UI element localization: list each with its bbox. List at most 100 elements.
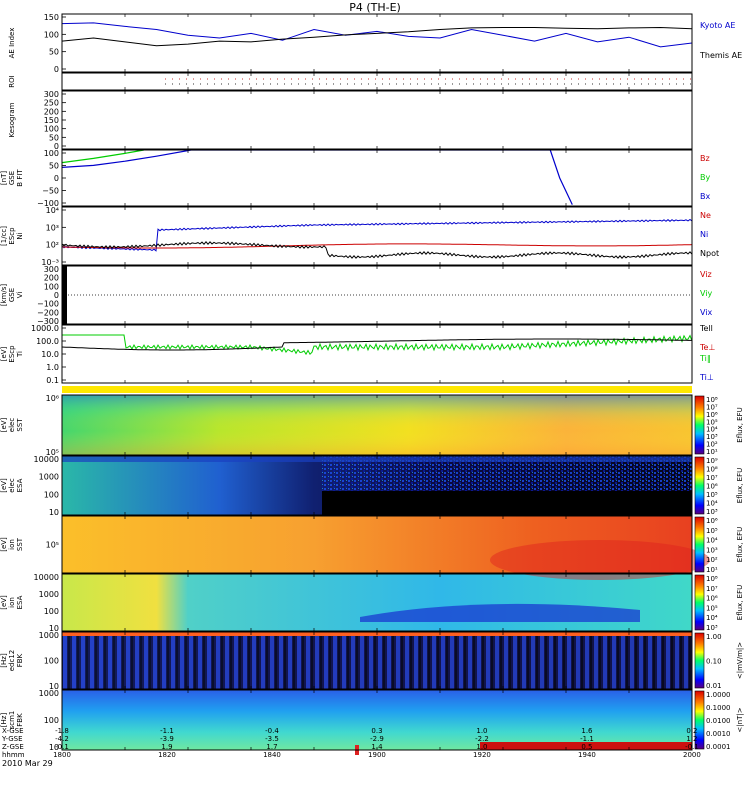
status-band bbox=[62, 386, 692, 393]
colorbar-tick-11-2: 0.01 bbox=[706, 682, 722, 690]
ylabel-8-2: [eV] bbox=[0, 478, 8, 493]
ytick-6-2: 10.0 bbox=[41, 350, 59, 359]
b-series-Bx bbox=[61, 149, 573, 205]
colorbar-tick-10-3: 10⁵ bbox=[706, 604, 718, 612]
colorbar-tick-10-2: 10⁶ bbox=[706, 595, 718, 603]
vi-data-block bbox=[62, 266, 67, 324]
zlabel-11: <|mV/m|> bbox=[736, 642, 744, 679]
ni-red bbox=[62, 243, 693, 249]
panel-frame-3 bbox=[61, 149, 693, 207]
ti-green bbox=[62, 334, 693, 356]
ytick-8-1: 1000 bbox=[39, 473, 59, 482]
ytick-5-1: 200 bbox=[44, 274, 59, 283]
axis-row-label-1: Y-GSE bbox=[1, 735, 23, 743]
colorbar-tick-12-0: 1.0000 bbox=[706, 691, 731, 699]
legend-vi-Viz: Viz bbox=[700, 270, 712, 279]
sst-ion-blob bbox=[490, 540, 710, 580]
colorbar-9 bbox=[694, 516, 705, 573]
ylabel-12-0: FBK bbox=[16, 713, 24, 727]
axis-tick-z-3: 1.4 bbox=[371, 743, 383, 751]
ytick-9-0: 10⁵ bbox=[46, 541, 59, 550]
ylabel-0-0: AE Index bbox=[8, 28, 16, 59]
colorbar-tick-10-5: 10³ bbox=[706, 624, 718, 632]
ytick-5-3: 0 bbox=[54, 291, 59, 300]
axis-row-label-2: Z-GSE bbox=[2, 743, 24, 751]
axis-tick-t-1: 1820 bbox=[158, 751, 176, 759]
axis-row-label-0: X-GSE bbox=[2, 727, 24, 735]
axis-tick-t-5: 1940 bbox=[578, 751, 596, 759]
ylabel-11-0: FBK bbox=[16, 653, 24, 667]
axis-tick-z-1: 1.9 bbox=[161, 743, 172, 751]
ylabel-12-2: [Hz] bbox=[0, 713, 8, 728]
colorbar-tick-8-3: 10⁶ bbox=[706, 483, 718, 491]
fbk-scm-red bbox=[480, 742, 692, 750]
ylabel-7-0: SST bbox=[16, 418, 24, 432]
legend-ni-Npot: Npot bbox=[700, 249, 719, 258]
ytick-3-0: 100 bbox=[44, 149, 59, 158]
colorbar-tick-7-7: 10¹ bbox=[706, 448, 718, 456]
ytick-0-3: 0 bbox=[54, 65, 59, 74]
esa-elec-dark bbox=[322, 491, 692, 515]
colorbar-7 bbox=[694, 395, 705, 455]
colorbar-tick-8-6: 10³ bbox=[706, 508, 718, 516]
colorbar-tick-10-4: 10⁴ bbox=[706, 614, 718, 622]
axis-tick-z-0: -0.1 bbox=[55, 743, 69, 751]
plot-title: P4 (TH-E) bbox=[349, 1, 401, 14]
ytick-5-0: 300 bbox=[44, 265, 59, 274]
spectrogram-12 bbox=[62, 690, 692, 750]
ylabel-11-1: edc12 bbox=[8, 650, 16, 672]
ytick-2-1: 250 bbox=[44, 99, 59, 108]
ylabel-7-2: [eV] bbox=[0, 417, 8, 432]
legend-ni-Ne: Ne bbox=[700, 211, 711, 220]
axis-tick-z-4: 1.0 bbox=[476, 743, 487, 751]
zlabel-10: Eflux, EFU bbox=[736, 585, 744, 620]
colorbar-tick-8-2: 10⁷ bbox=[706, 474, 718, 482]
colorbar-tick-12-2: 0.0100 bbox=[706, 717, 731, 725]
ytick-10-3: 10 bbox=[49, 624, 59, 633]
spectrogram-10 bbox=[62, 574, 692, 631]
ytick-2-3: 150 bbox=[44, 116, 59, 125]
ylabel-2-0: Kesogram bbox=[8, 102, 16, 137]
axis-tick-y-5: -1.1 bbox=[580, 735, 594, 743]
b-series-By bbox=[61, 149, 145, 164]
panel-frame-2 bbox=[61, 90, 693, 150]
zlabel-8: Eflux, EFU bbox=[736, 468, 744, 503]
ylabel-10-2: [eV] bbox=[0, 595, 8, 610]
panel-frame-0 bbox=[61, 13, 693, 73]
sst-elec-overlay bbox=[62, 395, 692, 455]
colorbar-10 bbox=[694, 574, 705, 631]
ylabel-8-0: ESA bbox=[16, 478, 24, 492]
ylabel-9-0: SST bbox=[16, 537, 24, 551]
ytick-6-4: 0.1 bbox=[46, 376, 59, 385]
ytick-5-5: −200 bbox=[37, 308, 59, 317]
colorbar-12 bbox=[694, 690, 705, 750]
ylabel-8-1: elec bbox=[8, 478, 16, 493]
ytick-7-1: 10⁵ bbox=[46, 448, 59, 457]
ytick-2-6: 0 bbox=[54, 142, 59, 151]
ylabel-6-2: [eV] bbox=[0, 346, 8, 361]
legend-kyoto-ae: Kyoto AE bbox=[700, 21, 735, 30]
axis-tick-y-1: -3.9 bbox=[160, 735, 174, 743]
legend-ti-2: Ti‖ bbox=[699, 354, 711, 363]
colorbar-tick-12-4: 0.0001 bbox=[706, 743, 731, 751]
ylabel-4-1: EScp bbox=[8, 227, 16, 245]
esa-ion-band bbox=[360, 603, 640, 622]
ytick-8-3: 10 bbox=[49, 508, 59, 517]
fbk-edc-bars bbox=[62, 632, 692, 689]
ytick-5-6: −300 bbox=[37, 317, 59, 326]
ylabel-5-2: [km/s] bbox=[0, 284, 8, 307]
colorbar-tick-8-5: 10⁴ bbox=[706, 500, 718, 508]
axis-tick-x-5: 1.6 bbox=[581, 727, 593, 735]
axis-tick-t-6: 2000 bbox=[683, 751, 701, 759]
colorbar-tick-12-1: 0.1000 bbox=[706, 704, 731, 712]
colorbar-tick-9-1: 10⁵ bbox=[706, 527, 718, 535]
colorbar-tick-11-0: 1.00 bbox=[706, 633, 722, 641]
colorbar-11 bbox=[694, 632, 705, 689]
axis-tick-y-2: -3.5 bbox=[265, 735, 279, 743]
axis-tick-x-2: -0.4 bbox=[265, 727, 279, 735]
axis-tick-t-2: 1840 bbox=[263, 751, 281, 759]
axis-tick-y-0: -4.2 bbox=[55, 735, 69, 743]
axis-tick-x-3: 0.3 bbox=[371, 727, 382, 735]
colorbar-tick-7-5: 10³ bbox=[706, 433, 718, 441]
